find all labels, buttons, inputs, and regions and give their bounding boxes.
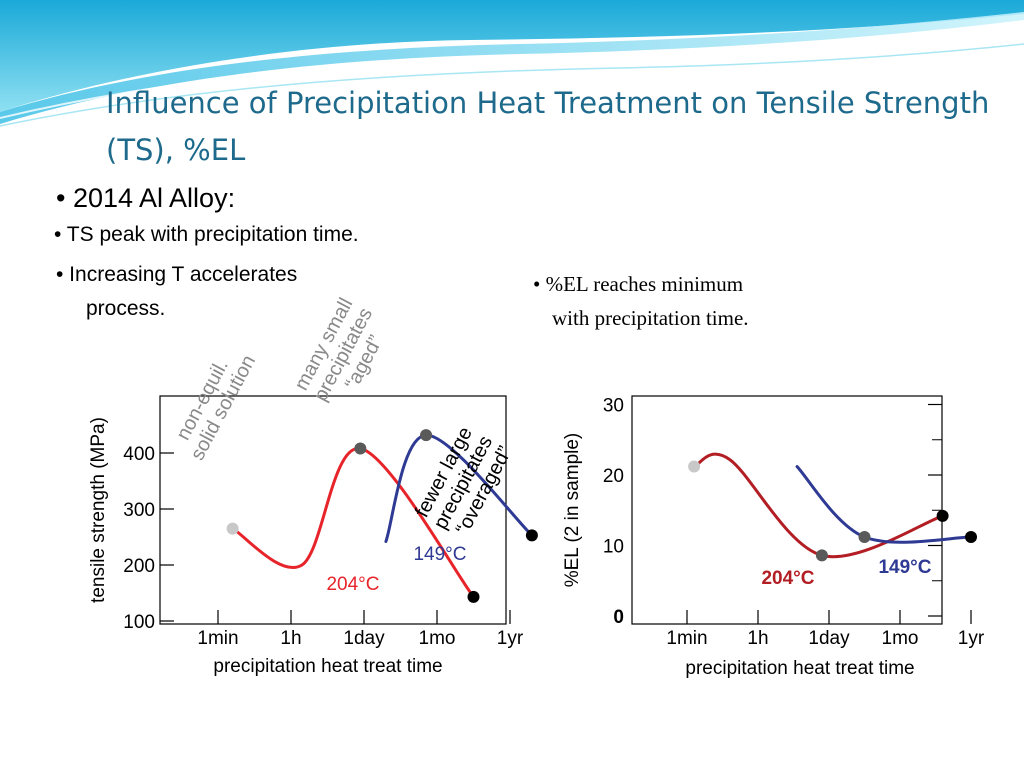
el-y-tick-label: 0: [613, 607, 624, 628]
ts-y-tick-label: 400: [123, 444, 155, 465]
bullet-temperature: • Increasing T accelerates process.: [56, 258, 297, 326]
bullet-el-minimum: • %EL reaches minimum with precipitation…: [533, 267, 749, 335]
ts-x-tick-label: 1min: [197, 628, 238, 649]
ts-start-point: [226, 522, 239, 535]
el-series-204-label: 204°C: [761, 568, 814, 589]
el-x-tick-label: 1h: [747, 628, 768, 649]
el-y-tick-label: 30: [603, 396, 624, 417]
ts-extreme-point: [420, 429, 433, 442]
el-extreme-point: [858, 531, 871, 544]
ts-end-point: [525, 529, 538, 542]
ts-y-ticks: 100 200 300 400: [123, 444, 174, 633]
el-y-tick-label: 10: [603, 537, 624, 558]
ts-series-204-label: 204°C: [326, 574, 379, 595]
ts-x-ticks: 1min 1h 1day 1mo 1yr: [197, 610, 524, 649]
bullet-temperature-line1: • Increasing T accelerates: [56, 263, 298, 286]
el-chart: 0 10 20 30 1min 1h 1day 1mo 1yr %EL (2 in sampl…: [562, 395, 985, 679]
el-y-tick-label: 20: [603, 466, 624, 487]
bullet-temperature-line2: process.: [86, 297, 166, 320]
el-series-line: [692, 452, 945, 559]
el-x-tick-label: 1min: [666, 628, 707, 649]
ts-y-axis-label: tensile strength (MPa): [88, 417, 109, 603]
el-y-axis-label: %EL (2 in sample): [562, 433, 583, 588]
ts-x-axis-label: precipitation heat treat time: [213, 656, 442, 677]
ts-series-line: [231, 447, 475, 599]
el-x-tick-label: 1yr: [958, 628, 985, 649]
bullet-el-line1: • %EL reaches minimum: [533, 272, 744, 296]
el-y-ticks: 0 10 20 30: [603, 396, 942, 628]
el-x-tick-label: 1day: [808, 628, 850, 649]
bullet-el-line2: with precipitation time.: [552, 306, 749, 330]
alloy-heading: • 2014 Al Alloy:: [56, 183, 236, 213]
el-curves: [688, 452, 977, 562]
ts-x-tick-label: 1mo: [419, 628, 456, 649]
ts-extreme-point: [354, 442, 367, 455]
bullet-ts-peak: • TS peak with precipitation time.: [54, 223, 359, 246]
ts-y-tick-label: 300: [123, 500, 155, 521]
el-series-149-label: 149°C: [878, 557, 931, 578]
el-x-tick-label: 1mo: [882, 628, 919, 649]
slide-title: Influence of Precipitation Heat Treatmen…: [106, 86, 990, 167]
ts-x-tick-label: 1h: [280, 628, 301, 649]
el-start-point: [688, 460, 701, 473]
el-end-point: [965, 531, 977, 544]
el-x-axis-label: precipitation heat treat time: [685, 658, 914, 679]
el-plot-inner: [645, 455, 925, 605]
header-wave-decoration: [0, 0, 1024, 127]
ts-curves: [226, 429, 538, 603]
ts-series-149-label: 149°C: [413, 544, 466, 565]
el-x-ticks: 1min 1h 1day 1mo 1yr: [666, 610, 985, 649]
ts-x-tick-label: 1day: [343, 628, 385, 649]
ts-y-tick-label: 200: [123, 556, 155, 577]
ts-x-tick-label: 1yr: [497, 628, 524, 649]
ts-y-tick-label: 100: [123, 612, 155, 633]
el-end-point: [936, 509, 949, 522]
el-extreme-point: [815, 549, 828, 562]
ts-end-point: [467, 590, 480, 603]
